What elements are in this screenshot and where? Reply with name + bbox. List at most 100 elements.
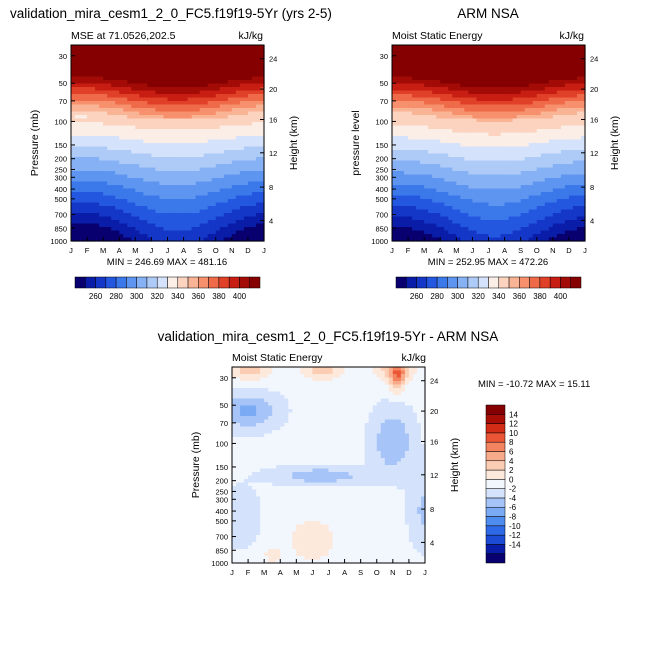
contour-cell bbox=[119, 94, 124, 99]
contour-cell bbox=[75, 227, 80, 232]
contour-cell bbox=[227, 178, 233, 183]
contour-cell bbox=[476, 160, 482, 165]
contour-cell bbox=[496, 167, 502, 172]
contour-cell bbox=[95, 188, 100, 193]
contour-cell bbox=[428, 115, 433, 120]
contour-cell bbox=[492, 150, 498, 155]
contour-cell bbox=[436, 118, 441, 123]
contour-cell bbox=[500, 108, 506, 113]
contour-cell bbox=[528, 101, 534, 106]
contour-cell bbox=[400, 73, 405, 78]
contour-cell bbox=[111, 118, 116, 123]
contour-cell bbox=[488, 90, 494, 95]
contour-cell bbox=[155, 108, 161, 113]
contour-cell bbox=[103, 94, 108, 99]
contour-cell bbox=[460, 118, 465, 123]
contour-cell bbox=[155, 94, 161, 99]
contour-cell bbox=[528, 181, 534, 186]
contour-cell bbox=[516, 206, 522, 211]
contour-cell bbox=[243, 153, 249, 158]
contour-cell bbox=[71, 160, 76, 165]
contour-cell bbox=[464, 45, 469, 50]
contour-cell bbox=[79, 216, 84, 221]
contour-cell bbox=[259, 111, 265, 116]
contour-cell bbox=[512, 227, 518, 232]
contour-cell bbox=[111, 55, 116, 60]
contour-cell bbox=[75, 220, 80, 225]
contour-cell bbox=[203, 157, 209, 162]
contour-cell bbox=[432, 101, 437, 106]
contour-cell bbox=[408, 153, 413, 158]
contour-cell bbox=[492, 59, 498, 64]
contour-cell bbox=[131, 125, 136, 130]
contour-cell bbox=[151, 136, 157, 141]
contour-cell bbox=[524, 83, 530, 88]
contour-cell bbox=[247, 129, 253, 134]
contour-cell bbox=[127, 213, 132, 218]
contour-cell bbox=[247, 76, 253, 81]
contour-cell bbox=[496, 104, 502, 109]
contour-cell bbox=[432, 192, 437, 197]
contour-cell bbox=[231, 59, 237, 64]
contour-cell bbox=[488, 237, 494, 242]
contour-cell bbox=[480, 195, 486, 200]
contour-cell bbox=[103, 237, 108, 242]
contour-cell bbox=[520, 192, 526, 197]
contour-cell bbox=[512, 48, 518, 53]
contour-cell bbox=[135, 234, 140, 239]
contour-cell bbox=[167, 160, 173, 165]
contour-cell bbox=[143, 62, 148, 67]
contour-cell bbox=[119, 181, 124, 186]
contour-cell bbox=[167, 157, 173, 162]
contour-cell bbox=[183, 143, 189, 148]
contour-cell bbox=[131, 181, 136, 186]
contour-cell bbox=[480, 108, 486, 113]
contour-cell bbox=[400, 55, 405, 60]
contour-cell bbox=[239, 76, 245, 81]
contour-cell bbox=[171, 160, 177, 165]
contour-cell bbox=[147, 136, 153, 141]
contour-cell bbox=[424, 87, 429, 92]
contour-cell bbox=[396, 48, 401, 53]
contour-cell bbox=[111, 94, 116, 99]
contour-cell bbox=[404, 101, 409, 106]
contour-cell bbox=[520, 73, 526, 78]
contour-cell bbox=[231, 206, 237, 211]
contour-cell bbox=[488, 101, 494, 106]
contour-cell bbox=[420, 69, 425, 74]
contour-cell bbox=[424, 69, 429, 74]
contour-cell bbox=[408, 80, 413, 85]
contour-cell bbox=[536, 52, 542, 57]
contour-cell bbox=[504, 115, 510, 120]
contour-cell bbox=[404, 125, 409, 130]
contour-cell bbox=[223, 76, 229, 81]
contour-cell bbox=[456, 94, 461, 99]
contour-cell bbox=[468, 62, 474, 67]
contour-cell bbox=[544, 209, 550, 214]
contour-cell bbox=[203, 118, 209, 123]
contour-cell bbox=[532, 164, 538, 169]
contour-cell bbox=[79, 146, 84, 151]
contour-cell bbox=[131, 104, 136, 109]
contour-cell bbox=[480, 146, 486, 151]
contour-cell bbox=[528, 223, 534, 228]
contour-cell bbox=[243, 125, 249, 130]
contour-cell bbox=[195, 94, 201, 99]
contour-cell bbox=[392, 108, 397, 113]
contour-cell bbox=[223, 90, 229, 95]
contour-cell bbox=[99, 111, 104, 116]
contour-cell bbox=[243, 115, 249, 120]
pressure-tick-label: 250 bbox=[54, 165, 67, 174]
contour-cell bbox=[147, 192, 153, 197]
contour-cell bbox=[416, 90, 421, 95]
contour-cell bbox=[91, 178, 96, 183]
contour-cell bbox=[428, 167, 433, 172]
contour-cell bbox=[536, 129, 542, 134]
contour-cell bbox=[476, 76, 482, 81]
contour-cell bbox=[91, 188, 96, 193]
contour-cell bbox=[151, 111, 157, 116]
contour-cell bbox=[492, 213, 498, 218]
contour-cell bbox=[432, 97, 437, 102]
contour-cell bbox=[103, 202, 108, 207]
contour-cell bbox=[71, 87, 76, 92]
